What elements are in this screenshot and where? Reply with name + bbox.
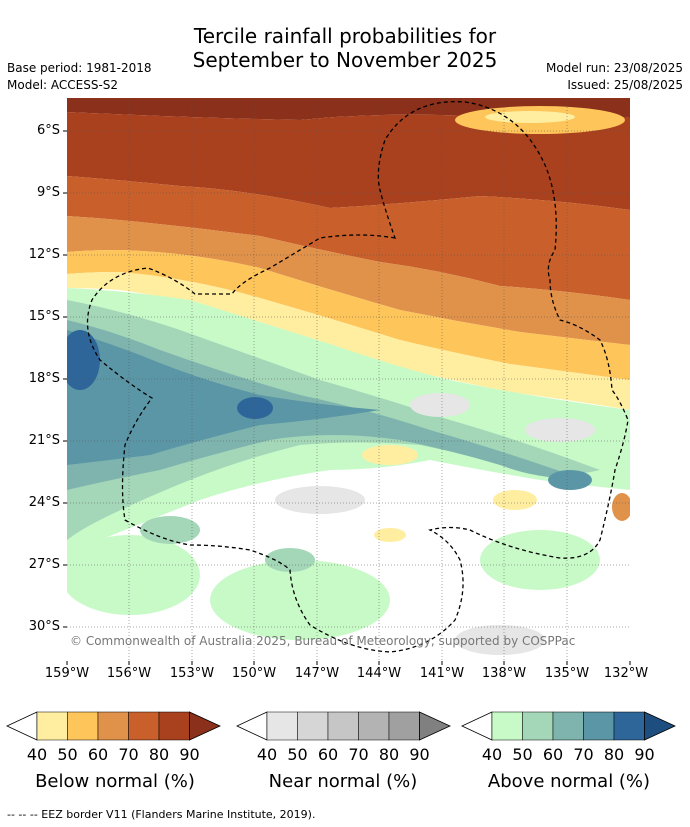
tick: 70 <box>348 745 369 764</box>
tick: 60 <box>542 745 564 764</box>
band-above-70 <box>67 330 380 465</box>
lon-label: 135°W <box>544 666 590 681</box>
lon-label: 150°W <box>231 666 277 681</box>
eez-footnote: -- -- -- EEZ border V11 (Flanders Marine… <box>7 808 316 821</box>
colorbar-below-title: Below normal (%) <box>35 771 195 792</box>
colorbar-below <box>6 711 221 741</box>
lon-label: 147°W <box>294 666 340 681</box>
tick: 40 <box>256 745 278 764</box>
tick: 40 <box>481 745 503 764</box>
tick: 40 <box>26 745 48 764</box>
band-below-80 <box>67 112 630 210</box>
lat-label: 15°S <box>28 309 60 324</box>
lat-label: 30°S <box>28 619 60 634</box>
band-below-70 <box>67 176 630 300</box>
lon-label: 156°W <box>106 666 152 681</box>
lon-ticks <box>66 661 631 665</box>
copyright-notice: © Commonwealth of Australia 2025, Bureau… <box>70 634 576 648</box>
tick: 80 <box>603 745 625 764</box>
lat-label: 6°S <box>36 123 60 138</box>
tick: 70 <box>573 745 594 764</box>
lat-label: 24°S <box>28 495 60 510</box>
graticule <box>67 98 630 661</box>
eez-borders <box>86 101 629 653</box>
rainfall-map <box>63 98 631 665</box>
tick: 50 <box>287 745 308 764</box>
tick: 90 <box>179 745 200 764</box>
issued-date: Issued: 25/08/2025 <box>567 78 683 92</box>
tick: 90 <box>409 745 430 764</box>
meta-left: Base period: 1981-2018 Model: ACCESS-S2 <box>7 60 152 94</box>
colorbar-above <box>461 711 676 741</box>
base-period: Base period: 1981-2018 <box>7 61 152 75</box>
lon-label: 138°W <box>481 666 527 681</box>
lat-label: 12°S <box>28 247 60 262</box>
lat-label: 9°S <box>36 185 60 200</box>
tick: 80 <box>148 745 170 764</box>
tick: 60 <box>87 745 109 764</box>
lon-label: 153°W <box>169 666 215 681</box>
lon-label: 159°W <box>44 666 90 681</box>
map-title: Tercile rainfall probabilities for Septe… <box>0 24 690 72</box>
lat-label: 27°S <box>28 557 60 572</box>
lat-label: 18°S <box>28 371 60 386</box>
tick: 60 <box>317 745 339 764</box>
title-line-2: September to November 2025 <box>192 48 498 72</box>
band-below-60 <box>67 216 630 345</box>
tick: 80 <box>378 745 400 764</box>
model-name: Model: ACCESS-S2 <box>7 78 119 92</box>
colorbar-near-title: Near normal (%) <box>268 771 418 792</box>
tick: 50 <box>512 745 533 764</box>
lat-ticks <box>63 130 67 628</box>
tick: 70 <box>118 745 139 764</box>
model-run: Model run: 23/08/2025 <box>545 61 683 75</box>
lon-label: 144°W <box>356 666 402 681</box>
meta-right: Model run: 23/08/2025 Issued: 25/08/2025 <box>546 60 683 94</box>
lon-label: 141°W <box>419 666 465 681</box>
tick: 90 <box>634 745 655 764</box>
map-field <box>67 98 630 661</box>
colorbar-above-title: Above normal (%) <box>487 771 651 792</box>
tick: 50 <box>57 745 78 764</box>
colorbar-near <box>236 711 451 741</box>
band-below-50 <box>67 250 630 380</box>
title-line-1: Tercile rainfall probabilities for <box>193 24 497 48</box>
lon-label: 132°W <box>603 666 649 681</box>
lat-label: 21°S <box>28 433 60 448</box>
